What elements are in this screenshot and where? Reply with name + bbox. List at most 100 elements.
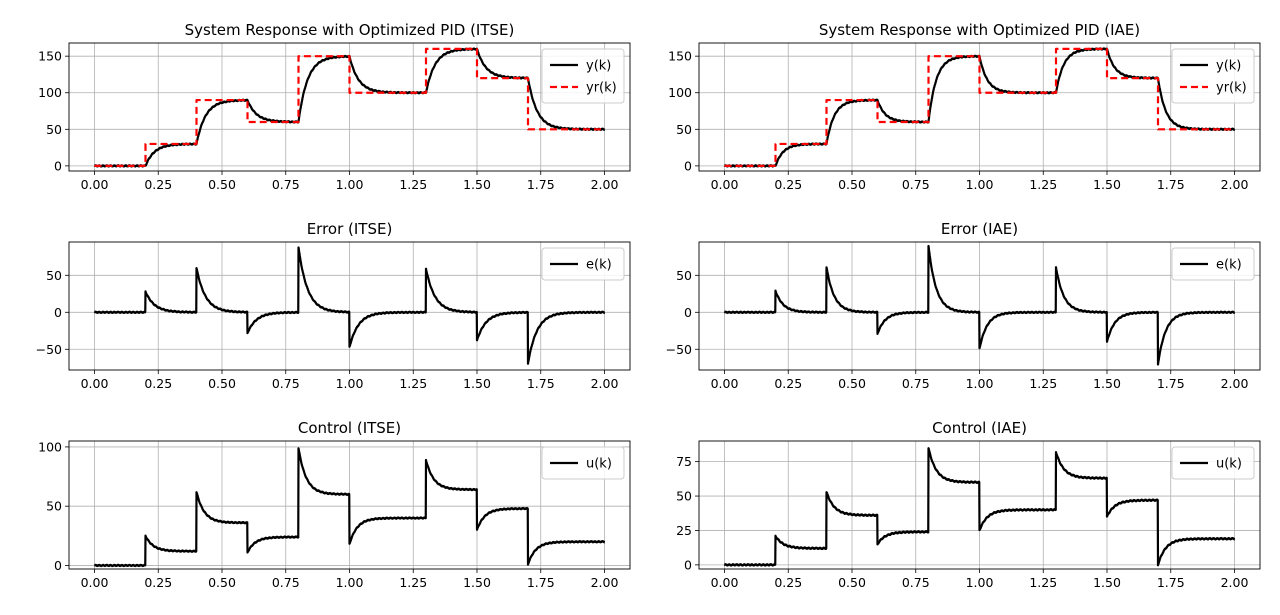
y-tick-label: 75 bbox=[676, 454, 692, 469]
legend-box bbox=[1171, 247, 1255, 281]
y-tick-label: 0 bbox=[684, 557, 692, 572]
x-tick-label: 1.75 bbox=[1157, 177, 1185, 192]
legend-entry: e(k) bbox=[586, 258, 612, 273]
x-tick-label: 1.00 bbox=[966, 575, 994, 590]
axes-frame bbox=[68, 42, 631, 172]
series-line-yrk bbox=[724, 47, 1235, 167]
x-tick-label: 1.75 bbox=[527, 575, 555, 590]
x-tick-label: 0.75 bbox=[902, 177, 930, 192]
axes-frame bbox=[68, 440, 631, 570]
legend: e(k) bbox=[541, 247, 625, 281]
x-tick-label: 0.25 bbox=[144, 575, 172, 590]
x-tick-label: 1.75 bbox=[1157, 376, 1185, 391]
x-tick-label: 1.50 bbox=[1093, 177, 1121, 192]
x-tick-label: 0.75 bbox=[902, 575, 930, 590]
chart-iae-response: 0.00 0.25 0.50 0.75 1.00 1.25 1.50 1.75 2.00 0 50 1… bbox=[668, 21, 1261, 192]
x-tick-label: 2.00 bbox=[1221, 376, 1249, 391]
legend-box bbox=[541, 446, 625, 480]
x-tick-label: 1.25 bbox=[399, 575, 427, 590]
legend-box bbox=[1171, 48, 1255, 104]
x-tick-label: 0.00 bbox=[711, 177, 739, 192]
chart-itse-control: 0.00 0.25 0.50 0.75 1.00 1.25 1.50 1.75 2.00 0 50 1… bbox=[38, 419, 631, 590]
legend-entry: u(k) bbox=[1216, 457, 1242, 472]
chart-title: System Response with Optimized PID (ITSE… bbox=[185, 21, 515, 39]
x-tick-label: 1.25 bbox=[399, 177, 427, 192]
x-tick-label: 1.25 bbox=[1029, 177, 1057, 192]
y-tick-label: 150 bbox=[668, 49, 692, 64]
chart-iae-error: 0.00 0.25 0.50 0.75 1.00 1.25 1.50 1.75 2.00 −50 0… bbox=[666, 220, 1261, 391]
axes-frame bbox=[698, 241, 1261, 371]
x-tick-label: 1.25 bbox=[1029, 575, 1057, 590]
chart-title: Error (IAE) bbox=[941, 220, 1018, 238]
legend: u(k) bbox=[541, 446, 625, 480]
x-tick-label: 0.25 bbox=[774, 575, 802, 590]
x-tick-label: 0.00 bbox=[81, 376, 109, 391]
x-tick-label: 0.00 bbox=[711, 575, 739, 590]
legend-entry: u(k) bbox=[586, 457, 612, 472]
chart-itse-response: 0.00 0.25 0.50 0.75 1.00 1.25 1.50 1.75 2.00 0 50 1… bbox=[38, 21, 631, 192]
x-tick-label: 0.50 bbox=[838, 177, 866, 192]
legend-box bbox=[1171, 446, 1255, 480]
x-tick-label: 0.50 bbox=[208, 376, 236, 391]
x-tick-label: 0.00 bbox=[711, 376, 739, 391]
y-tick-label: 50 bbox=[676, 122, 692, 137]
series-line-ek bbox=[93, 246, 606, 365]
x-tick-label: 1.50 bbox=[463, 376, 491, 391]
series-line-yrk bbox=[94, 47, 605, 167]
x-tick-label: 0.50 bbox=[208, 177, 236, 192]
axes-frame bbox=[68, 241, 631, 371]
x-tick-label: 0.25 bbox=[774, 177, 802, 192]
legend-entry: yr(k) bbox=[586, 81, 617, 96]
x-tick-label: 0.25 bbox=[144, 376, 172, 391]
x-tick-label: 1.25 bbox=[1029, 376, 1057, 391]
x-tick-label: 1.75 bbox=[527, 177, 555, 192]
y-tick-label: −50 bbox=[36, 342, 62, 357]
chart-itse-error: 0.00 0.25 0.50 0.75 1.00 1.25 1.50 1.75 2.00 −50 0… bbox=[36, 220, 631, 391]
x-tick-label: 1.50 bbox=[463, 177, 491, 192]
x-tick-label: 0.25 bbox=[774, 376, 802, 391]
y-tick-label: 100 bbox=[668, 85, 692, 100]
legend-entry: yr(k) bbox=[1216, 81, 1247, 96]
axes-frame bbox=[698, 42, 1261, 172]
legend-entry: e(k) bbox=[1216, 258, 1242, 273]
x-tick-label: 0.00 bbox=[81, 177, 109, 192]
chart-title: Control (IAE) bbox=[932, 419, 1027, 437]
y-tick-label: 100 bbox=[38, 85, 62, 100]
legend-entry: y(k) bbox=[1216, 59, 1241, 74]
x-tick-label: 0.50 bbox=[838, 575, 866, 590]
x-tick-label: 1.50 bbox=[463, 575, 491, 590]
x-tick-label: 0.50 bbox=[208, 575, 236, 590]
series-line-uk bbox=[93, 447, 606, 568]
chart-title: System Response with Optimized PID (IAE) bbox=[819, 21, 1140, 39]
legend: e(k) bbox=[1171, 247, 1255, 281]
axes-frame bbox=[698, 440, 1261, 570]
chart-iae-control: 0.00 0.25 0.50 0.75 1.00 1.25 1.50 1.75 2.00 0 25 5… bbox=[676, 419, 1261, 590]
legend: u(k) bbox=[1171, 446, 1255, 480]
y-tick-label: 50 bbox=[46, 122, 62, 137]
x-tick-label: 1.00 bbox=[966, 376, 994, 391]
legend: y(k) yr(k) bbox=[1171, 48, 1255, 104]
y-tick-label: 0 bbox=[54, 158, 62, 173]
x-tick-label: 0.25 bbox=[144, 177, 172, 192]
x-tick-label: 2.00 bbox=[591, 575, 619, 590]
x-tick-label: 1.75 bbox=[1157, 575, 1185, 590]
chart-title: Error (ITSE) bbox=[307, 220, 393, 238]
x-tick-label: 0.75 bbox=[272, 177, 300, 192]
legend-entry: y(k) bbox=[586, 59, 611, 74]
x-tick-label: 1.50 bbox=[1093, 376, 1121, 391]
y-tick-label: 0 bbox=[54, 558, 62, 573]
x-tick-label: 1.25 bbox=[399, 376, 427, 391]
x-tick-label: 2.00 bbox=[591, 177, 619, 192]
x-tick-label: 0.00 bbox=[81, 575, 109, 590]
y-tick-label: 0 bbox=[684, 305, 692, 320]
y-tick-label: 50 bbox=[676, 268, 692, 283]
y-tick-label: 50 bbox=[46, 268, 62, 283]
y-tick-label: 25 bbox=[676, 523, 692, 538]
x-tick-label: 0.50 bbox=[838, 376, 866, 391]
chart-title: Control (ITSE) bbox=[298, 419, 401, 437]
x-tick-label: 1.00 bbox=[336, 376, 364, 391]
x-tick-label: 1.00 bbox=[966, 177, 994, 192]
x-tick-label: 2.00 bbox=[1221, 575, 1249, 590]
y-tick-label: 0 bbox=[54, 305, 62, 320]
